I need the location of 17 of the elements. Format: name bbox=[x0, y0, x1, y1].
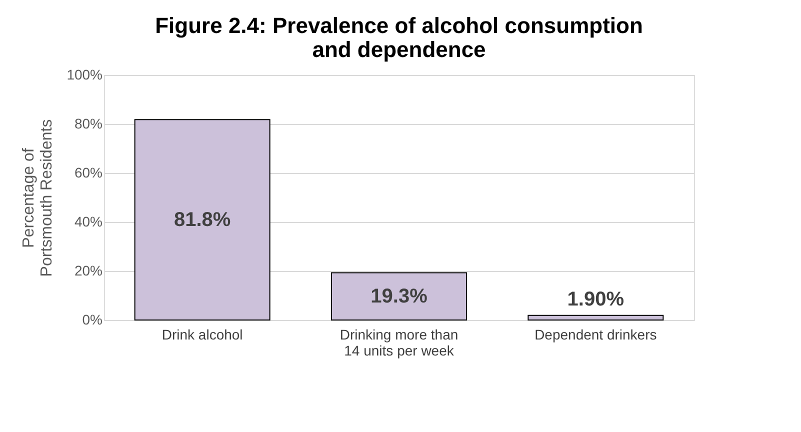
bar bbox=[331, 272, 467, 320]
data-label: 81.8% bbox=[174, 208, 231, 231]
chart-title: Figure 2.4: Prevalence of alcohol consumption and dependence bbox=[155, 13, 643, 62]
y-tick-label: 0% bbox=[82, 312, 102, 328]
y-tick-label: 40% bbox=[74, 214, 102, 230]
bar bbox=[528, 314, 664, 320]
y-tick-label: 80% bbox=[74, 116, 102, 132]
data-label: 19.3% bbox=[370, 285, 428, 308]
y-tick-label: 100% bbox=[66, 66, 102, 82]
y-tick-label: 60% bbox=[74, 164, 102, 180]
bar bbox=[134, 119, 270, 320]
x-tick-label: Drinking more than 14 units per week bbox=[340, 326, 458, 358]
x-tick-label: Drink alcohol bbox=[162, 326, 243, 342]
y-axis-title: Percentage of Portsmouth Residents bbox=[20, 119, 56, 277]
x-tick-label: Dependent drinkers bbox=[534, 326, 657, 342]
y-tick-label: 20% bbox=[74, 262, 102, 278]
data-label: 1.90% bbox=[567, 288, 624, 310]
